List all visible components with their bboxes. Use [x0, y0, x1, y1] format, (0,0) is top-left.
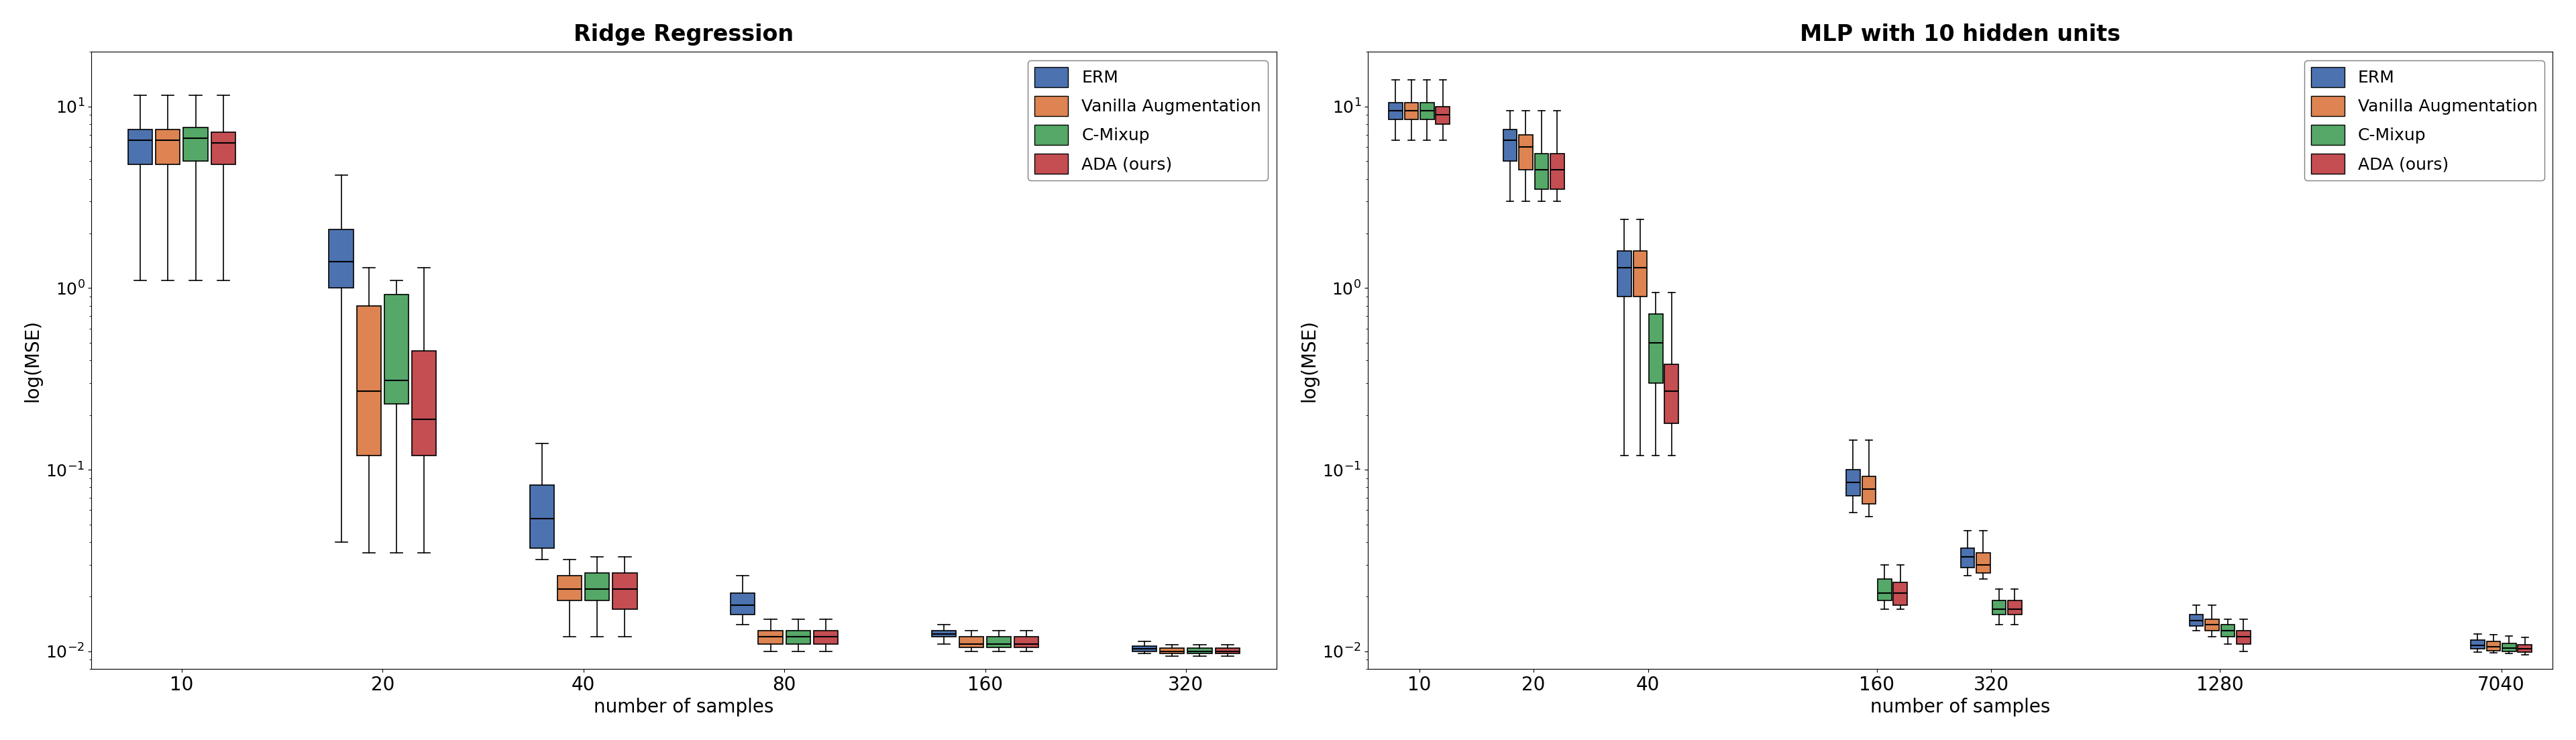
PathPatch shape [2517, 645, 2532, 652]
PathPatch shape [1847, 470, 1860, 496]
PathPatch shape [1419, 103, 1435, 119]
PathPatch shape [732, 593, 755, 614]
PathPatch shape [1435, 107, 1450, 124]
PathPatch shape [757, 630, 783, 644]
PathPatch shape [129, 129, 152, 164]
Title: MLP with 10 hidden units: MLP with 10 hidden units [1801, 23, 2120, 45]
PathPatch shape [1633, 251, 1646, 297]
PathPatch shape [1878, 579, 1891, 601]
PathPatch shape [1502, 129, 1517, 161]
PathPatch shape [384, 295, 410, 404]
PathPatch shape [1535, 154, 1548, 189]
PathPatch shape [2486, 642, 2501, 650]
PathPatch shape [2236, 630, 2251, 644]
PathPatch shape [1976, 553, 1991, 573]
PathPatch shape [1960, 548, 1973, 568]
PathPatch shape [1388, 103, 1401, 119]
PathPatch shape [1520, 135, 1533, 169]
Y-axis label: log(MSE): log(MSE) [23, 319, 41, 402]
Legend: ERM, Vanilla Augmentation, C-Mixup, ADA (ours): ERM, Vanilla Augmentation, C-Mixup, ADA … [2306, 60, 2545, 181]
PathPatch shape [987, 637, 1012, 648]
PathPatch shape [2470, 640, 2486, 649]
PathPatch shape [1618, 251, 1631, 297]
PathPatch shape [1893, 582, 1906, 605]
Title: Ridge Regression: Ridge Regression [574, 23, 793, 45]
PathPatch shape [211, 132, 234, 164]
PathPatch shape [412, 351, 435, 455]
PathPatch shape [155, 129, 180, 164]
X-axis label: number of samples: number of samples [595, 698, 773, 717]
PathPatch shape [1649, 314, 1662, 383]
PathPatch shape [2190, 614, 2202, 626]
PathPatch shape [2007, 601, 2022, 614]
PathPatch shape [531, 485, 554, 548]
PathPatch shape [355, 306, 381, 455]
PathPatch shape [1862, 477, 1875, 504]
Legend: ERM, Vanilla Augmentation, C-Mixup, ADA (ours): ERM, Vanilla Augmentation, C-Mixup, ADA … [1028, 60, 1267, 181]
PathPatch shape [1404, 103, 1419, 119]
PathPatch shape [1664, 364, 1680, 423]
PathPatch shape [585, 573, 611, 601]
PathPatch shape [1159, 648, 1185, 653]
PathPatch shape [786, 630, 811, 644]
PathPatch shape [330, 229, 353, 288]
PathPatch shape [814, 630, 837, 644]
PathPatch shape [1551, 154, 1564, 189]
PathPatch shape [1015, 637, 1038, 648]
X-axis label: number of samples: number of samples [1870, 698, 2050, 717]
PathPatch shape [556, 576, 582, 601]
PathPatch shape [1188, 648, 1211, 653]
PathPatch shape [958, 637, 984, 648]
PathPatch shape [2205, 619, 2218, 630]
PathPatch shape [613, 573, 636, 610]
PathPatch shape [933, 630, 956, 637]
PathPatch shape [2221, 625, 2236, 637]
Y-axis label: log(MSE): log(MSE) [1301, 319, 1319, 402]
PathPatch shape [1216, 648, 1239, 653]
PathPatch shape [183, 127, 209, 161]
PathPatch shape [1133, 646, 1157, 651]
PathPatch shape [2501, 643, 2517, 651]
PathPatch shape [1991, 601, 2007, 614]
